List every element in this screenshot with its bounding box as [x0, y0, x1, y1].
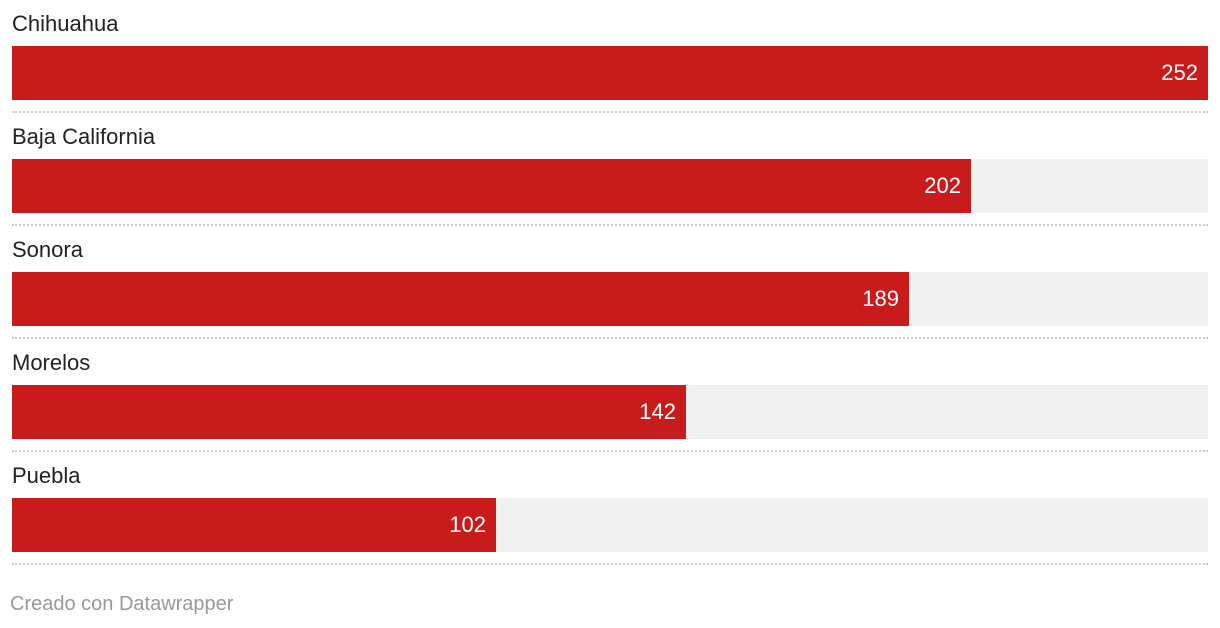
- bar-track: 189: [12, 272, 1208, 326]
- row-divider: [12, 224, 1208, 226]
- bar-track: 252: [12, 46, 1208, 100]
- bar-row: Sonora 189: [12, 226, 1208, 339]
- category-label: Morelos: [12, 350, 91, 375]
- bar-row: Puebla 102: [12, 452, 1208, 565]
- bar: [12, 159, 971, 213]
- bar-row: Chihuahua 252: [12, 0, 1208, 113]
- value-label: 102: [449, 512, 486, 537]
- credit-text: Creado con Datawrapper: [10, 593, 234, 615]
- row-divider: [12, 337, 1208, 339]
- bar: [12, 272, 909, 326]
- bar: [12, 498, 496, 552]
- category-label: Puebla: [12, 463, 81, 488]
- value-label: 202: [924, 173, 961, 198]
- category-label: Sonora: [12, 237, 83, 262]
- row-divider: [12, 563, 1208, 565]
- bar: [12, 385, 686, 439]
- bar-chart: Chihuahua 252 Baja California 202 Sonora 189 M…: [12, 0, 1208, 565]
- category-label: Chihuahua: [12, 11, 119, 36]
- bar-track: 142: [12, 385, 1208, 439]
- row-divider: [12, 450, 1208, 452]
- bar-track: 202: [12, 159, 1208, 213]
- value-label: 189: [862, 286, 899, 311]
- bar-track: 102: [12, 498, 1208, 552]
- bar-row: Morelos 142: [12, 339, 1208, 452]
- bar-row: Baja California 202: [12, 113, 1208, 226]
- value-label: 252: [1161, 60, 1198, 85]
- category-label: Baja California: [12, 124, 156, 149]
- bar: [12, 46, 1208, 100]
- row-divider: [12, 111, 1208, 113]
- value-label: 142: [639, 399, 676, 424]
